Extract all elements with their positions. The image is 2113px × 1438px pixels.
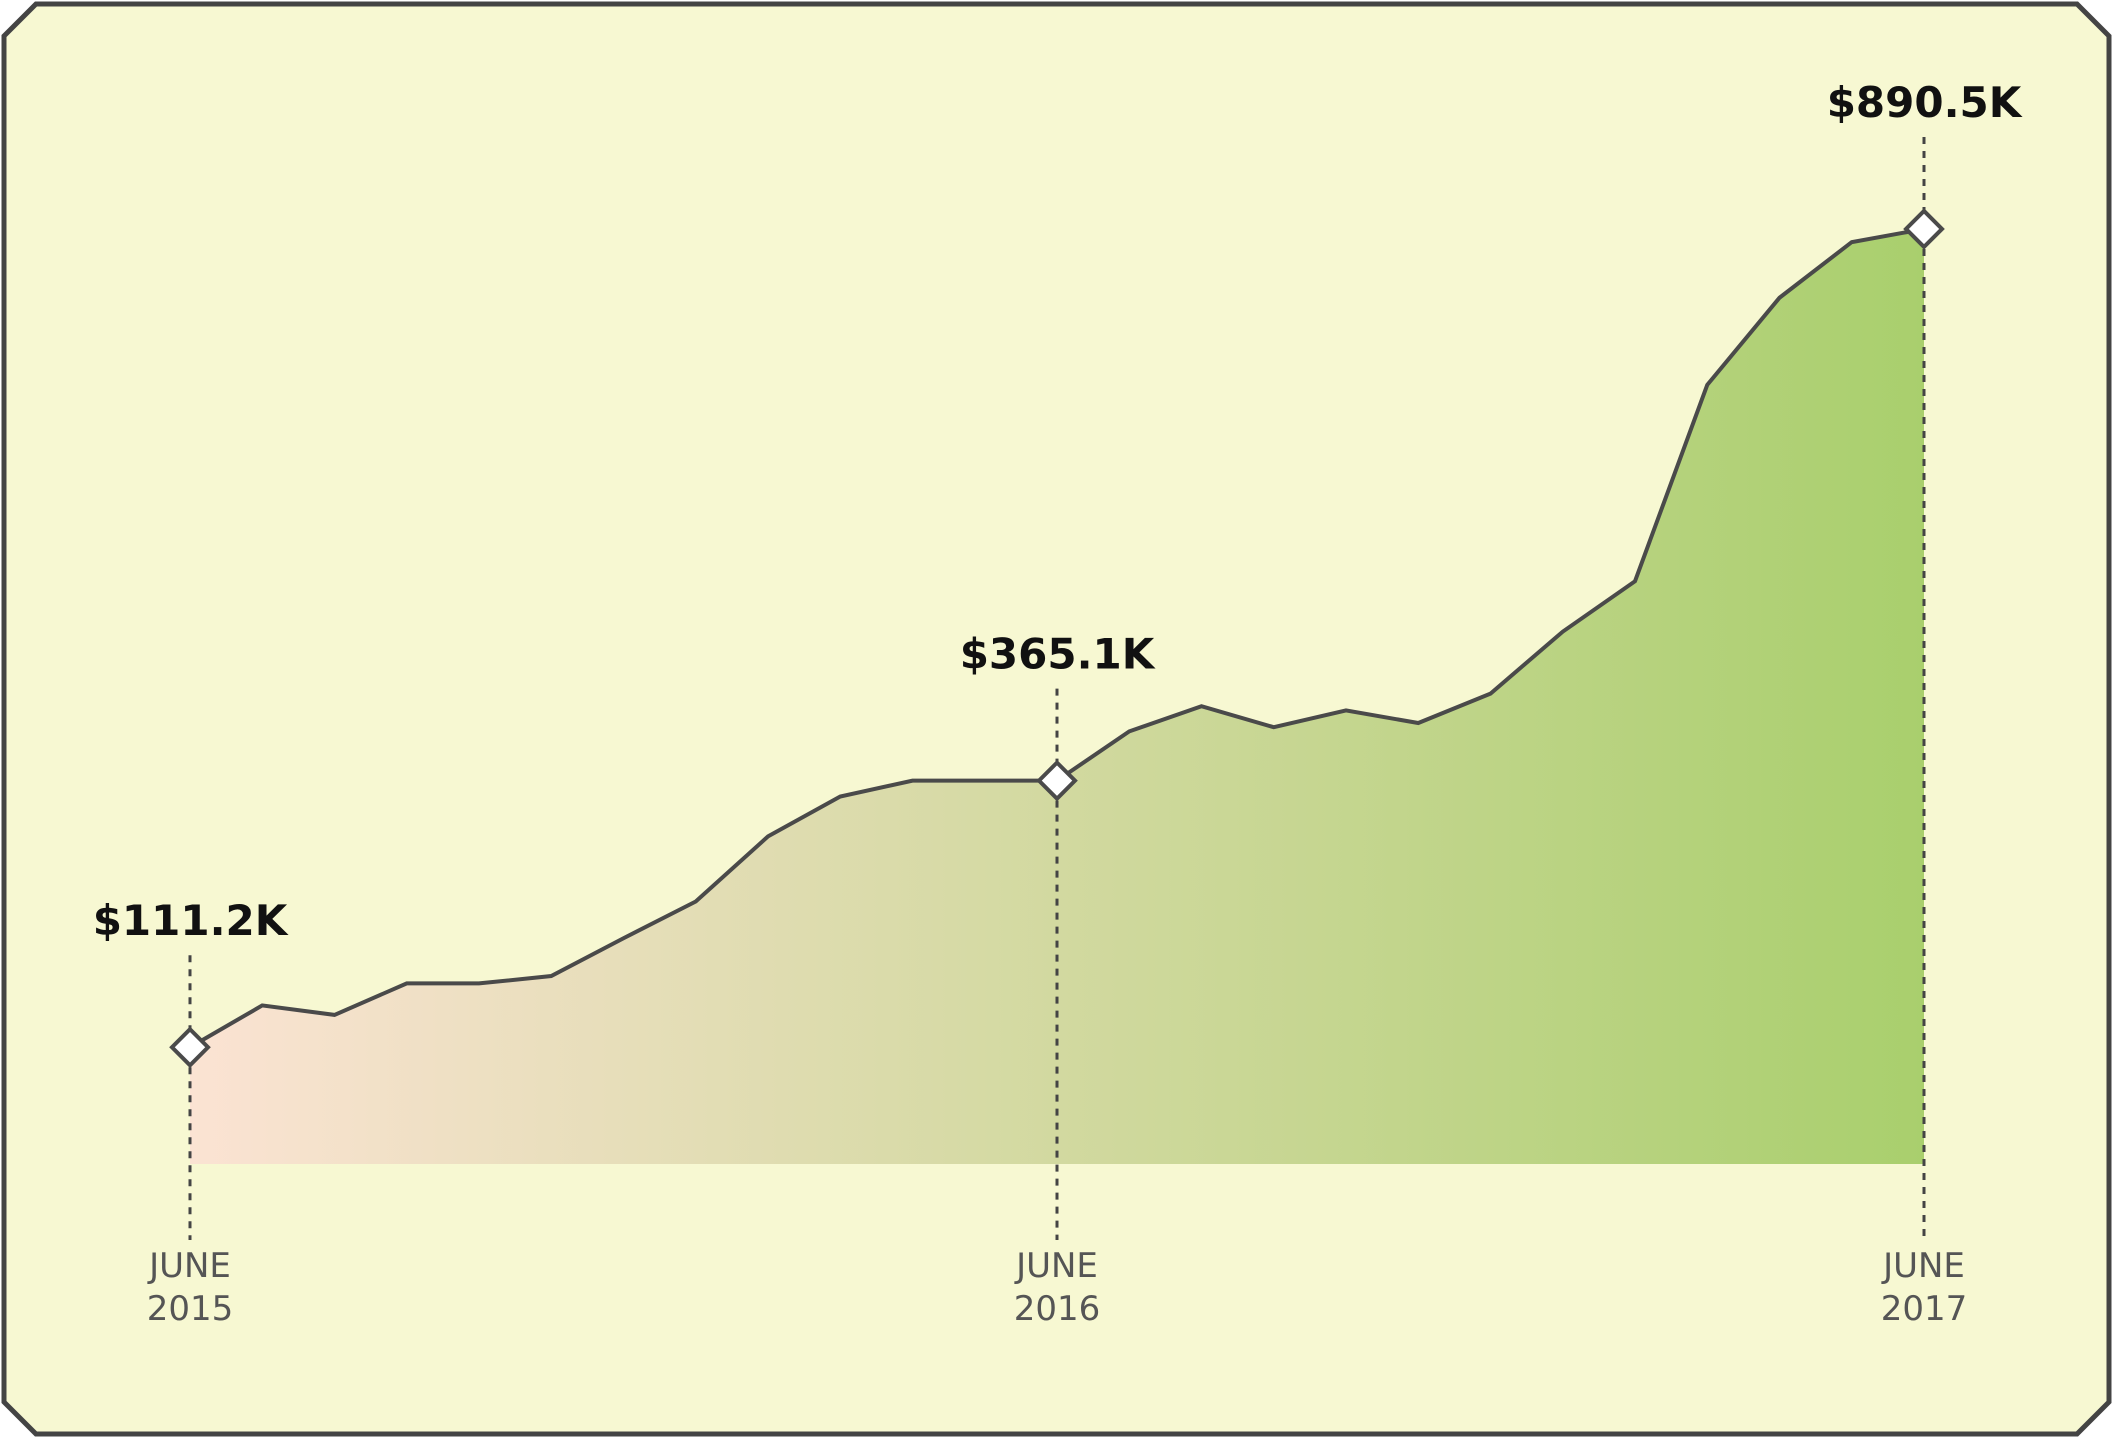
plot-area: $111.2K$365.1K$890.5KJUNE2015JUNE2016JUN… bbox=[93, 78, 2023, 1329]
value-label-1: $111.2K bbox=[93, 896, 289, 945]
value-label-3: $890.5K bbox=[1827, 78, 2023, 127]
x-tick-month-2: JUNE bbox=[1014, 1246, 1098, 1286]
x-tick-month-1: JUNE bbox=[147, 1246, 231, 1286]
x-tick-year-3: 2017 bbox=[1881, 1289, 1968, 1329]
x-tick-month-3: JUNE bbox=[1881, 1246, 1965, 1286]
series-area bbox=[190, 228, 1924, 1165]
data-marker-3 bbox=[1903, 208, 1945, 250]
x-tick-year-2: 2016 bbox=[1014, 1289, 1101, 1329]
value-label-2: $365.1K bbox=[960, 630, 1156, 679]
data-marker-2 bbox=[1036, 759, 1078, 802]
data-marker-1 bbox=[169, 1026, 211, 1069]
x-tick-year-1: 2015 bbox=[147, 1289, 234, 1329]
